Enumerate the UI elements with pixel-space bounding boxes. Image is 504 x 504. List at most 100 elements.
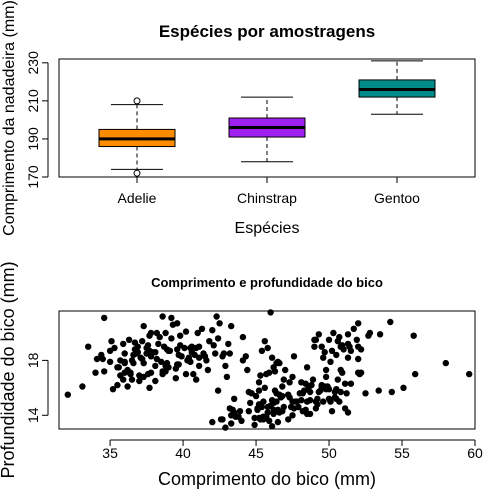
scatter-point <box>195 362 203 370</box>
scatter-point <box>106 358 114 365</box>
scatter-point <box>309 376 317 383</box>
scatter-point <box>301 387 308 394</box>
scatter-point <box>108 338 115 345</box>
scatter-point <box>376 331 384 338</box>
scatter-point <box>181 344 188 352</box>
scatter-point <box>114 381 121 389</box>
scatter-point <box>340 346 347 353</box>
scatter-point <box>276 359 283 367</box>
scatter-point <box>333 351 340 359</box>
scatter-point <box>175 361 182 368</box>
scatter-point <box>343 390 350 397</box>
scatter-point <box>168 335 175 342</box>
scatter-point <box>204 366 212 374</box>
scatter-y-axis: 14 18 <box>25 352 49 423</box>
scatter-point <box>248 390 255 397</box>
scatter-point <box>268 423 276 430</box>
scatter-point <box>341 380 349 387</box>
scatter-point <box>347 380 355 387</box>
scatter-point <box>168 314 175 322</box>
scatter-point <box>236 408 244 415</box>
box-adelie <box>98 97 176 177</box>
scatter-point <box>261 384 268 391</box>
scatter-point <box>209 327 216 334</box>
boxplot-y-tick-label: 170 <box>25 165 41 189</box>
scatter-point <box>136 377 143 385</box>
outlier-point <box>133 97 141 105</box>
scatter-frame <box>58 310 476 430</box>
scatter-point <box>320 398 327 405</box>
scatter-point <box>321 349 328 356</box>
scatter-point <box>339 369 346 376</box>
scatter-point <box>267 402 274 409</box>
scatter-point <box>279 383 286 390</box>
scatter-point <box>320 354 327 361</box>
scatter-point <box>101 314 108 322</box>
scatter-point <box>152 362 159 370</box>
boxplot-x-tick-label: Gentoo <box>374 190 420 206</box>
scatter-point <box>306 410 314 418</box>
scatter-point <box>261 338 268 345</box>
scatter-point <box>308 381 315 389</box>
scatter-point <box>347 347 355 354</box>
scatter-point <box>216 320 223 327</box>
boxplot-x-label: Espécies <box>235 220 300 237</box>
scatter-point <box>244 366 251 374</box>
scatter-point <box>242 353 249 360</box>
scatter-point <box>337 388 344 396</box>
scatter-point <box>146 384 153 391</box>
scatter-point <box>247 399 254 407</box>
boxplot-y-tick-label: 190 <box>25 127 41 151</box>
scatter-point <box>228 322 235 330</box>
scatter-point <box>194 329 201 337</box>
box-chinstrap <box>228 96 306 163</box>
scatter-point <box>238 417 245 424</box>
scatter-point <box>254 406 261 413</box>
scatter-point <box>121 358 128 365</box>
scatter-point <box>155 340 162 348</box>
scatter-point <box>350 325 357 332</box>
scatter-point <box>355 355 362 363</box>
scatter-point <box>314 395 321 402</box>
scatter-point <box>239 333 247 341</box>
scatter-point <box>289 373 296 381</box>
scatter-point <box>318 343 325 350</box>
scatter-point <box>289 412 296 419</box>
scatter-point <box>327 358 334 365</box>
scatter-point <box>303 364 311 371</box>
scatter-point <box>159 313 166 320</box>
scatter-point <box>362 390 369 397</box>
scatter-point <box>312 336 320 343</box>
scatter-point <box>156 333 163 341</box>
boxplot-x-tick-label: Chinstrap <box>237 190 297 206</box>
scatter-point <box>120 340 127 348</box>
scatter-point <box>220 350 228 357</box>
scatter-point <box>182 328 190 335</box>
scatter-point <box>400 384 407 391</box>
scatter-point <box>412 370 419 378</box>
boxplot-y-axis: 170 190 210 230 <box>25 51 49 189</box>
scatter-point <box>121 350 128 357</box>
scatter-point <box>219 416 226 423</box>
scatter-point <box>206 338 213 345</box>
scatter-x-tick-label: 35 <box>102 445 118 461</box>
scatter-point <box>174 320 181 327</box>
scatter-x-tick-label: 40 <box>175 445 191 461</box>
scatter-point <box>166 347 174 354</box>
scatter-point <box>152 349 159 356</box>
scatter-point <box>147 329 155 337</box>
scatter-point <box>101 368 108 375</box>
scatter-point <box>466 370 473 378</box>
scatter-title: Comprimento e profundidade do bico <box>151 275 383 290</box>
scatter-point <box>314 401 321 408</box>
scatter-point <box>147 369 155 376</box>
scatter-point <box>264 409 271 416</box>
scatter-point <box>410 332 417 339</box>
scatter-point <box>213 313 220 320</box>
boxplot-y-label: Comprimento da nadadeira (mm) <box>1 0 18 236</box>
scatter-point <box>109 386 117 393</box>
scatter-point <box>158 358 165 365</box>
scatter-point <box>140 359 147 367</box>
scatter-x-tick-label: 45 <box>248 445 264 461</box>
